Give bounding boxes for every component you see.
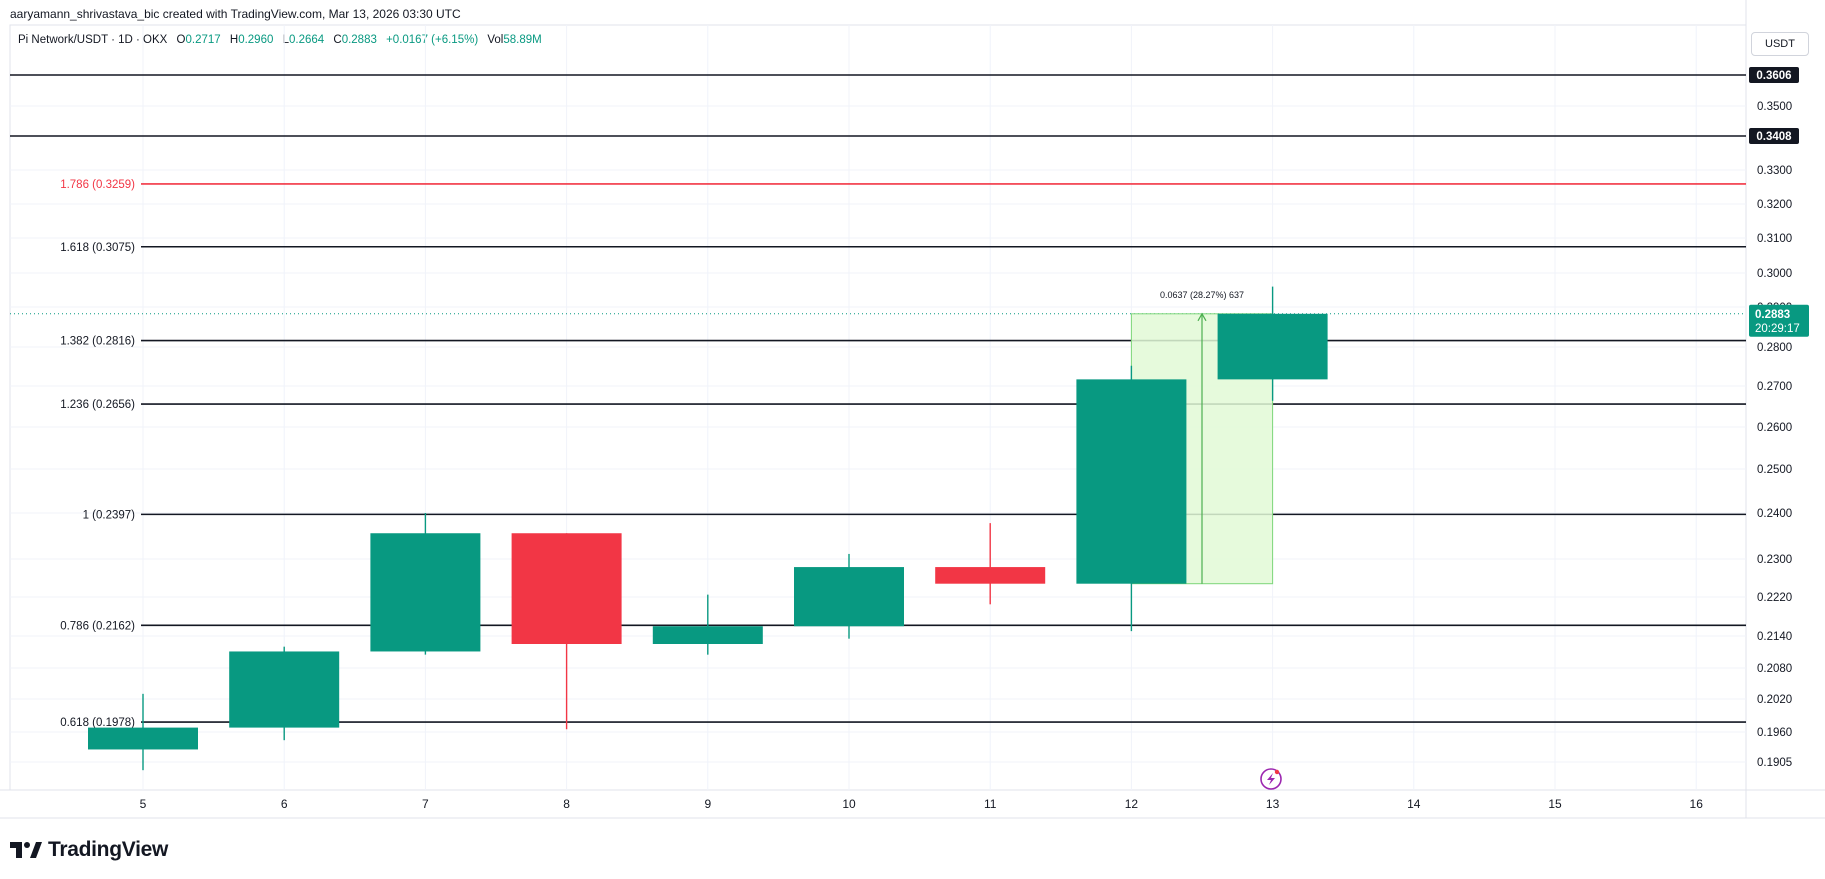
y-tick-label: 0.3500 [1757, 101, 1792, 113]
y-tick-label: 0.2500 [1757, 464, 1792, 476]
horizontal-lines [10, 74, 1746, 315]
fib-level-label: 1.236 (0.2656) [60, 399, 135, 411]
candle-body [1217, 313, 1328, 380]
y-tick-label: 0.2600 [1757, 422, 1792, 434]
candle [935, 523, 1046, 605]
countdown-label: 20:29:17 [1755, 323, 1800, 335]
x-tick-label: 7 [422, 797, 429, 811]
candle-body [1076, 379, 1187, 584]
y-tick-label: 0.2080 [1757, 663, 1792, 675]
y-tick-label: 0.3408 [1756, 131, 1792, 143]
y-tick-label: 0.2140 [1757, 631, 1792, 643]
x-tick-label: 5 [140, 797, 147, 811]
y-tick-label: 0.2800 [1757, 342, 1792, 354]
candle [1217, 286, 1328, 401]
x-tick-label: 9 [704, 797, 711, 811]
measure-label: 0.0637 (28.27%) 637 [1160, 290, 1244, 300]
candle [511, 533, 622, 730]
y-tick-label: 0.3300 [1757, 165, 1792, 177]
last-price-label: 0.2883 [1755, 309, 1790, 321]
y-tick-label: 0.2300 [1757, 554, 1792, 566]
x-tick-label: 16 [1690, 797, 1704, 811]
y-tick-label: 0.2020 [1757, 694, 1792, 706]
x-tick-label: 12 [1125, 797, 1139, 811]
symbol-legend: Pi Network/USDT · 1D · OKX O0.2717 H0.29… [18, 34, 542, 46]
close-value: 0.2883 [341, 34, 377, 46]
candle-body [88, 727, 198, 750]
last-price-badge [1749, 304, 1809, 337]
x-tick-label: 6 [281, 797, 288, 811]
y-tick-label: 0.1960 [1757, 727, 1792, 739]
candle [229, 646, 340, 741]
y-tick-label: 0.2400 [1757, 508, 1792, 520]
low-value: 0.2664 [288, 34, 325, 46]
y-tick-badge [1749, 128, 1799, 144]
candle [794, 553, 904, 639]
candle [652, 594, 763, 655]
volume-value: 58.89M [503, 34, 542, 46]
y-tick-label: 0.2700 [1757, 381, 1792, 393]
open-label: O [176, 34, 186, 46]
open-value: 0.2717 [185, 34, 221, 46]
candle-body [794, 567, 904, 627]
y-tick-label: 0.3200 [1757, 199, 1792, 211]
candle-body [935, 567, 1046, 584]
fib-level-label: 1 (0.2397) [83, 509, 136, 521]
change-value: +0.0167 (+6.15%) [386, 34, 479, 46]
fib-level-label: 1.786 (0.3259) [60, 179, 135, 191]
grid [0, 0, 1825, 819]
x-tick-label: 14 [1407, 797, 1421, 811]
candle-body [370, 533, 481, 652]
volume-label: Vol [487, 34, 504, 46]
y-tick-badge [1749, 67, 1799, 83]
candle-body [652, 626, 763, 644]
x-tick-label: 8 [563, 797, 570, 811]
candle-body [229, 651, 340, 728]
fibonacci-extension[interactable]: 1.786 (0.3259) 1.618 (0.3075) 1.382 (0.281… [60, 179, 1746, 729]
x-tick-label: 15 [1548, 797, 1562, 811]
y-tick-label: 0.2220 [1757, 592, 1792, 604]
symbol-title[interactable]: Pi Network/USDT · 1D · OKX [18, 34, 168, 46]
axes: 5 6 7 8 9 10 11 12 13 14 15 16 0.3606 0.3500 0.3408 0.3… [140, 67, 1809, 811]
y-tick-label: 0.3606 [1756, 70, 1791, 82]
y-tick-label: 0.1905 [1757, 757, 1792, 769]
high-value: 0.2960 [238, 34, 274, 46]
measure-arrow-head [1197, 312, 1207, 322]
tradingview-wordmark: TradingView [48, 838, 169, 861]
close-label: C [333, 34, 342, 46]
candle-body [511, 533, 622, 644]
tradingview-logo[interactable]: TradingView [10, 838, 168, 862]
currency-button[interactable]: USDT [1751, 32, 1809, 56]
tradingview-logo-icon [10, 842, 42, 858]
x-tick-label: 13 [1266, 797, 1280, 811]
high-label: H [229, 34, 239, 46]
x-tick-label: 10 [842, 797, 856, 811]
candle [88, 693, 198, 771]
y-tick-label: 0.3100 [1757, 233, 1792, 245]
candle [370, 513, 481, 655]
chart-attribution: aaryamann_shrivastava_bic created with T… [10, 7, 461, 21]
fib-level-label: 1.382 (0.2816) [60, 336, 135, 348]
y-tick-label: 0.3000 [1757, 268, 1792, 280]
candle [1076, 365, 1187, 632]
x-tick-label: 11 [984, 797, 997, 811]
low-label: L [282, 34, 289, 46]
fib-level-label: 1.618 (0.3075) [60, 242, 135, 254]
lightning-icon[interactable] [1260, 768, 1282, 790]
markers [1260, 768, 1282, 790]
candles [88, 286, 1328, 771]
fib-level-label: 0.618 (0.1978) [60, 717, 135, 729]
fib-level-label: 0.786 (0.2162) [60, 620, 135, 632]
